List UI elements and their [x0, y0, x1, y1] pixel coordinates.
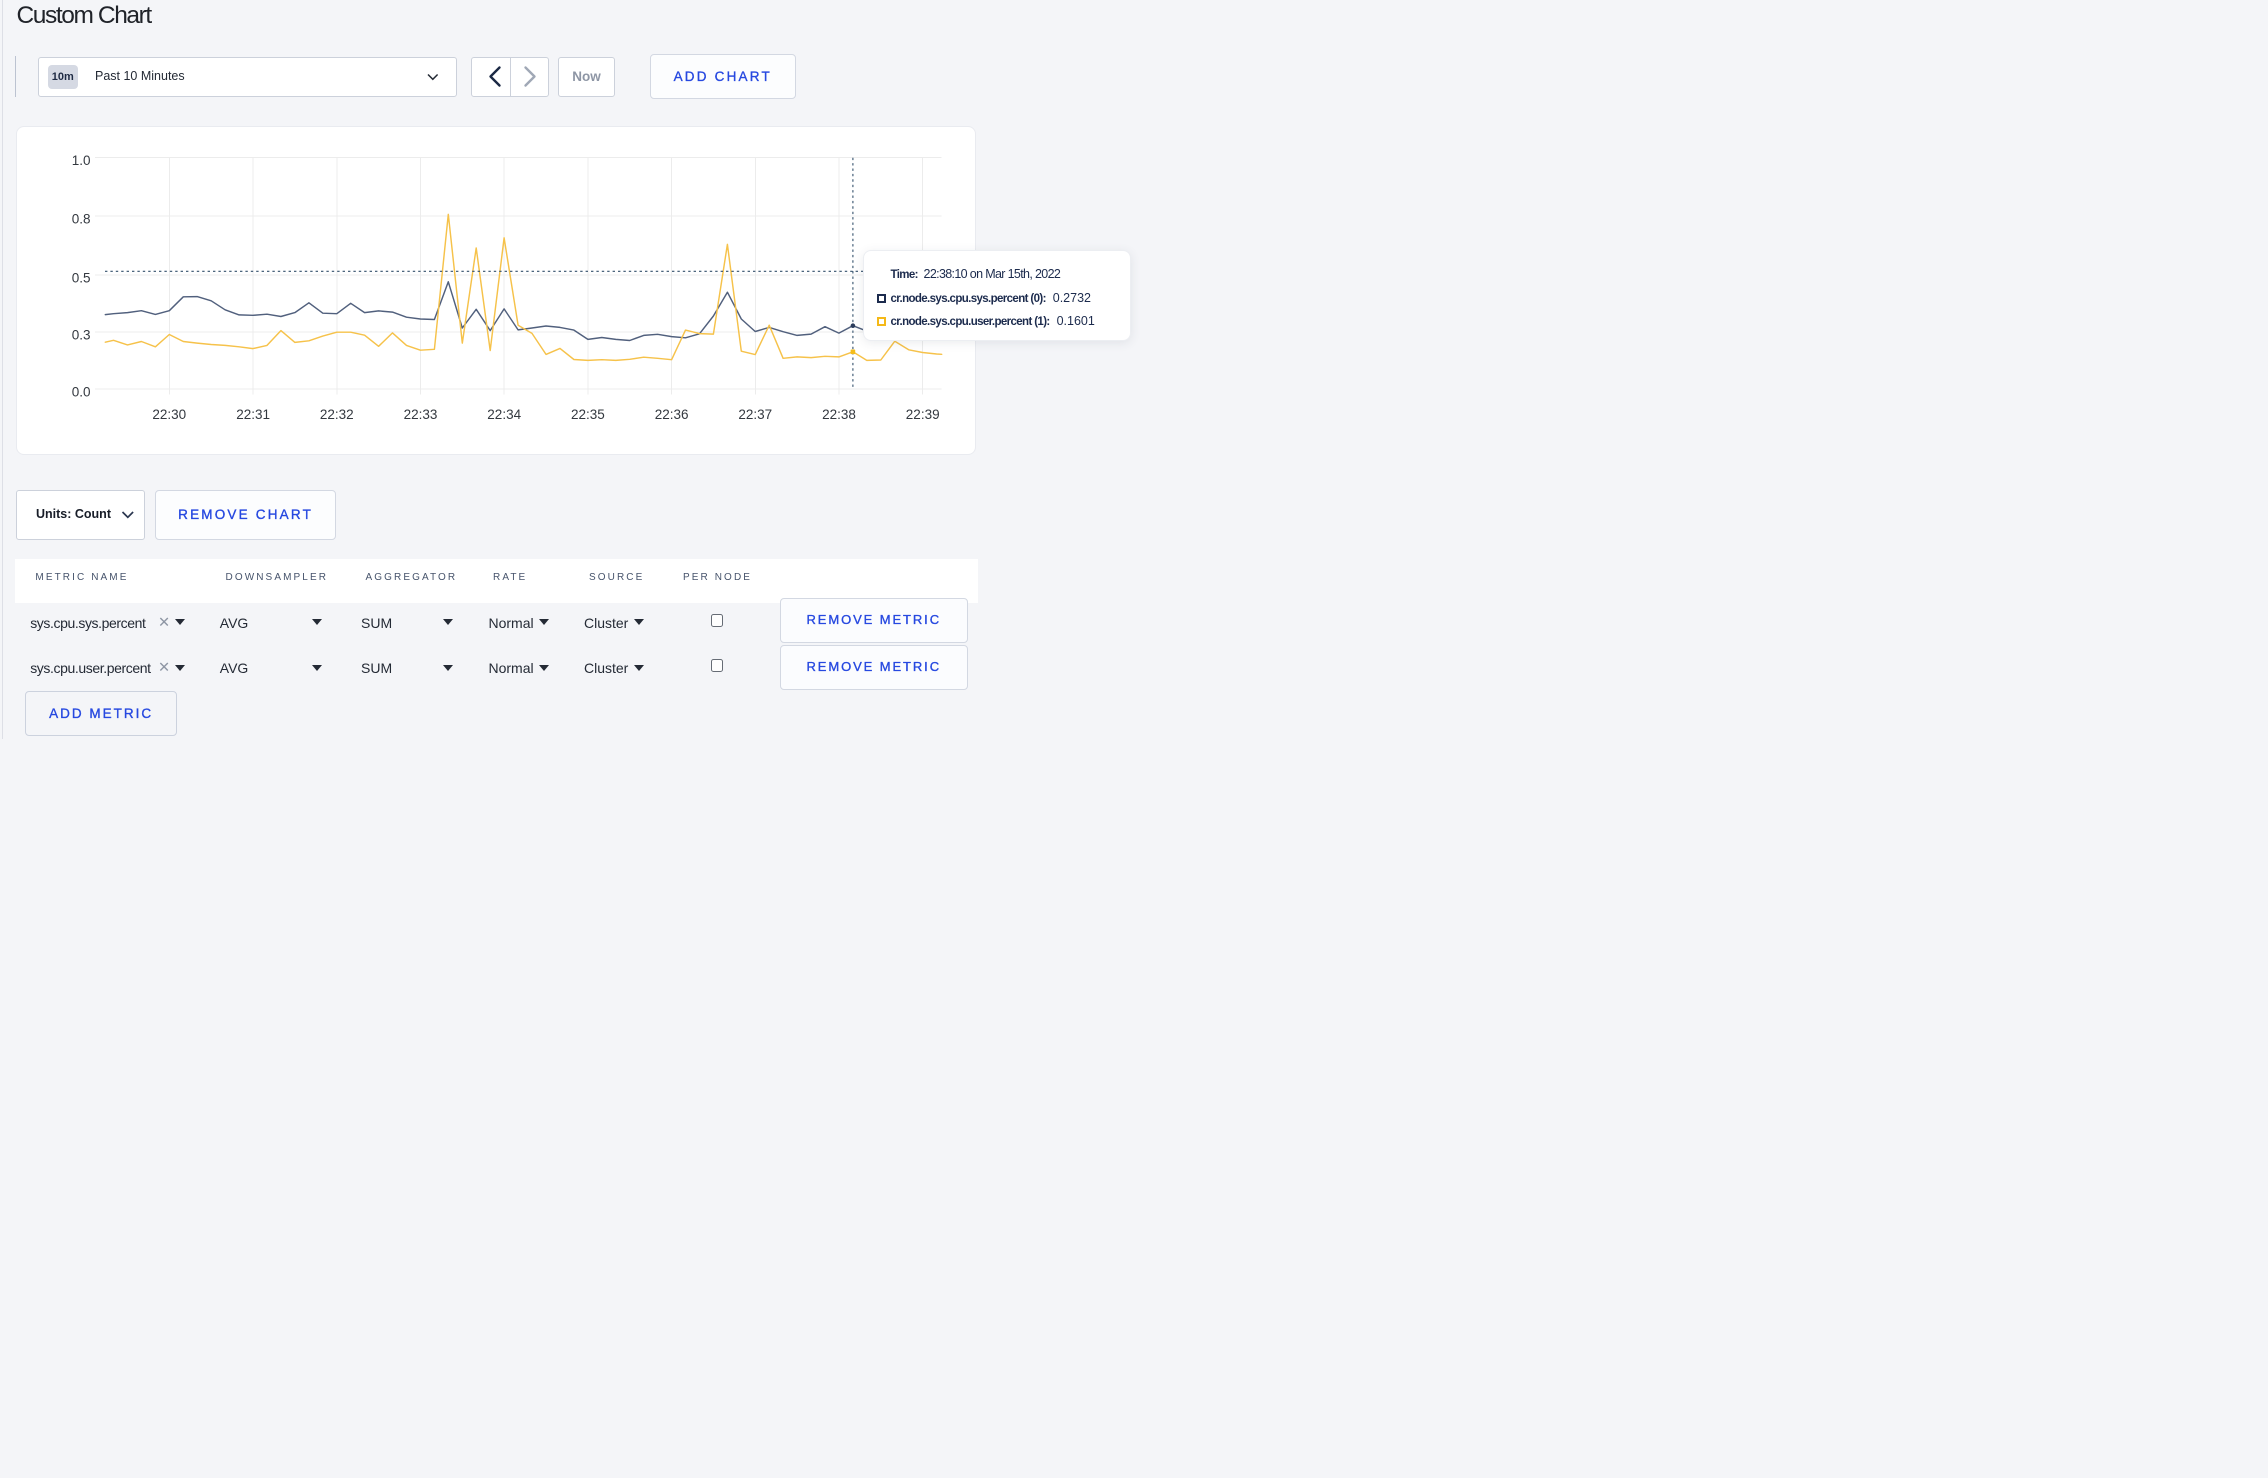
- svg-text:0.3: 0.3: [72, 327, 91, 342]
- svg-text:22:33: 22:33: [404, 407, 438, 422]
- svg-text:0.5: 0.5: [72, 271, 91, 286]
- svg-text:22:35: 22:35: [571, 407, 605, 422]
- svg-text:22:32: 22:32: [320, 407, 354, 422]
- svg-text:22:34: 22:34: [487, 407, 521, 422]
- svg-text:22:36: 22:36: [655, 407, 689, 422]
- svg-text:22:31: 22:31: [236, 407, 270, 422]
- svg-text:0.0: 0.0: [72, 384, 91, 399]
- svg-text:22:38: 22:38: [822, 407, 856, 422]
- svg-text:1.0: 1.0: [72, 153, 91, 168]
- svg-text:0.8: 0.8: [72, 211, 91, 226]
- svg-text:22:37: 22:37: [738, 407, 772, 422]
- svg-text:22:30: 22:30: [152, 407, 186, 422]
- svg-text:22:39: 22:39: [906, 407, 940, 422]
